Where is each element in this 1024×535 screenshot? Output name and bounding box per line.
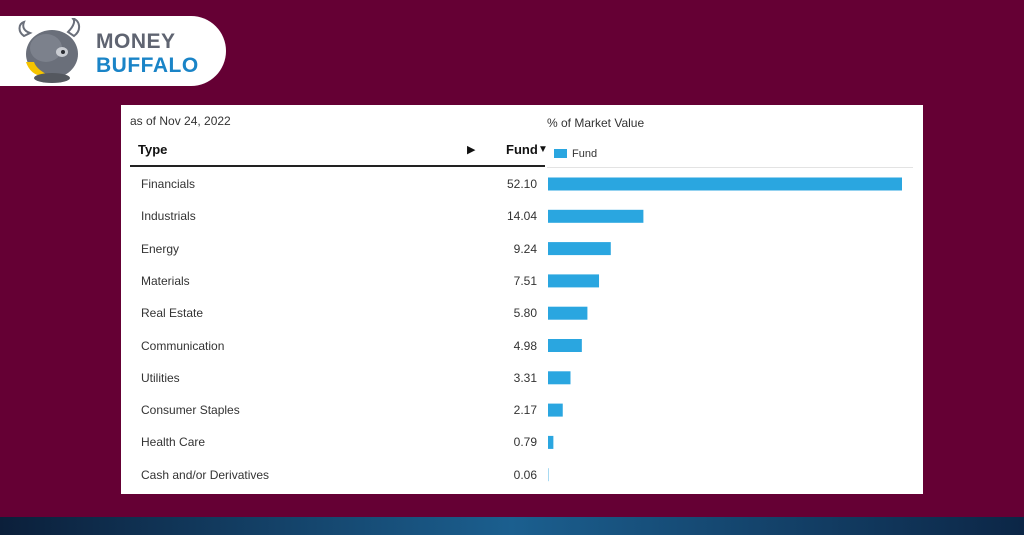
sector-value: 0.06 xyxy=(513,467,537,482)
sector-label: Energy xyxy=(141,241,180,256)
sector-label: Communication xyxy=(141,338,225,353)
sector-value: 7.51 xyxy=(513,273,537,288)
sector-value: 2.17 xyxy=(513,403,537,418)
sector-label: Materials xyxy=(141,273,190,288)
sector-label: Cash and/or Derivatives xyxy=(141,467,270,482)
sector-label: Real Estate xyxy=(141,306,204,321)
bar-health-care[interactable] xyxy=(548,435,554,449)
bar-real-estate[interactable] xyxy=(548,306,588,320)
header-divider xyxy=(130,165,545,167)
sector-value: 52.10 xyxy=(506,177,537,191)
brand-name-line2: BUFFALO xyxy=(96,54,199,77)
sector-value: 9.24 xyxy=(513,241,537,256)
bar-chart xyxy=(548,177,902,482)
bar-utilities[interactable] xyxy=(548,371,571,385)
as-of-date: as of Nov 24, 2022 xyxy=(130,114,231,128)
bar-consumer-staples[interactable] xyxy=(548,403,563,417)
sort-desc-icon[interactable]: ▼ xyxy=(538,144,548,155)
sector-value: 4.98 xyxy=(513,338,537,353)
brand-name-line1: MONEY xyxy=(96,30,176,53)
type-column-header[interactable]: Type xyxy=(138,142,168,157)
sector-label: Consumer Staples xyxy=(141,403,240,418)
bottom-gradient-band xyxy=(0,517,1024,535)
sector-value: 0.79 xyxy=(513,435,537,450)
legend-label: Fund xyxy=(572,148,598,160)
expand-arrow-icon[interactable]: ▶ xyxy=(467,144,476,156)
sector-label: Financials xyxy=(141,177,196,191)
chart-title: % of Market Value xyxy=(547,116,645,130)
fund-column-header[interactable]: Fund xyxy=(506,142,538,157)
bar-communication[interactable] xyxy=(548,339,582,352)
bar-industrials[interactable] xyxy=(548,209,644,223)
bar-financials[interactable] xyxy=(548,177,902,191)
holdings-card: as of Nov 24, 2022 % of Market Value Typ… xyxy=(121,105,923,494)
buffalo-logo-icon xyxy=(18,18,80,83)
sector-value: 5.80 xyxy=(513,306,537,321)
sector-label: Health Care xyxy=(141,435,206,450)
bar-materials[interactable] xyxy=(548,274,600,288)
bar-energy[interactable] xyxy=(548,242,611,256)
sector-value: 3.31 xyxy=(513,370,537,385)
chart-divider xyxy=(547,167,913,168)
sector-label: Utilities xyxy=(141,370,180,385)
brand-logo[interactable]: MONEY BUFFALO xyxy=(0,16,226,86)
legend-swatch xyxy=(554,149,567,158)
sector-value: 14.04 xyxy=(506,209,537,224)
sector-label: Industrials xyxy=(141,209,196,224)
